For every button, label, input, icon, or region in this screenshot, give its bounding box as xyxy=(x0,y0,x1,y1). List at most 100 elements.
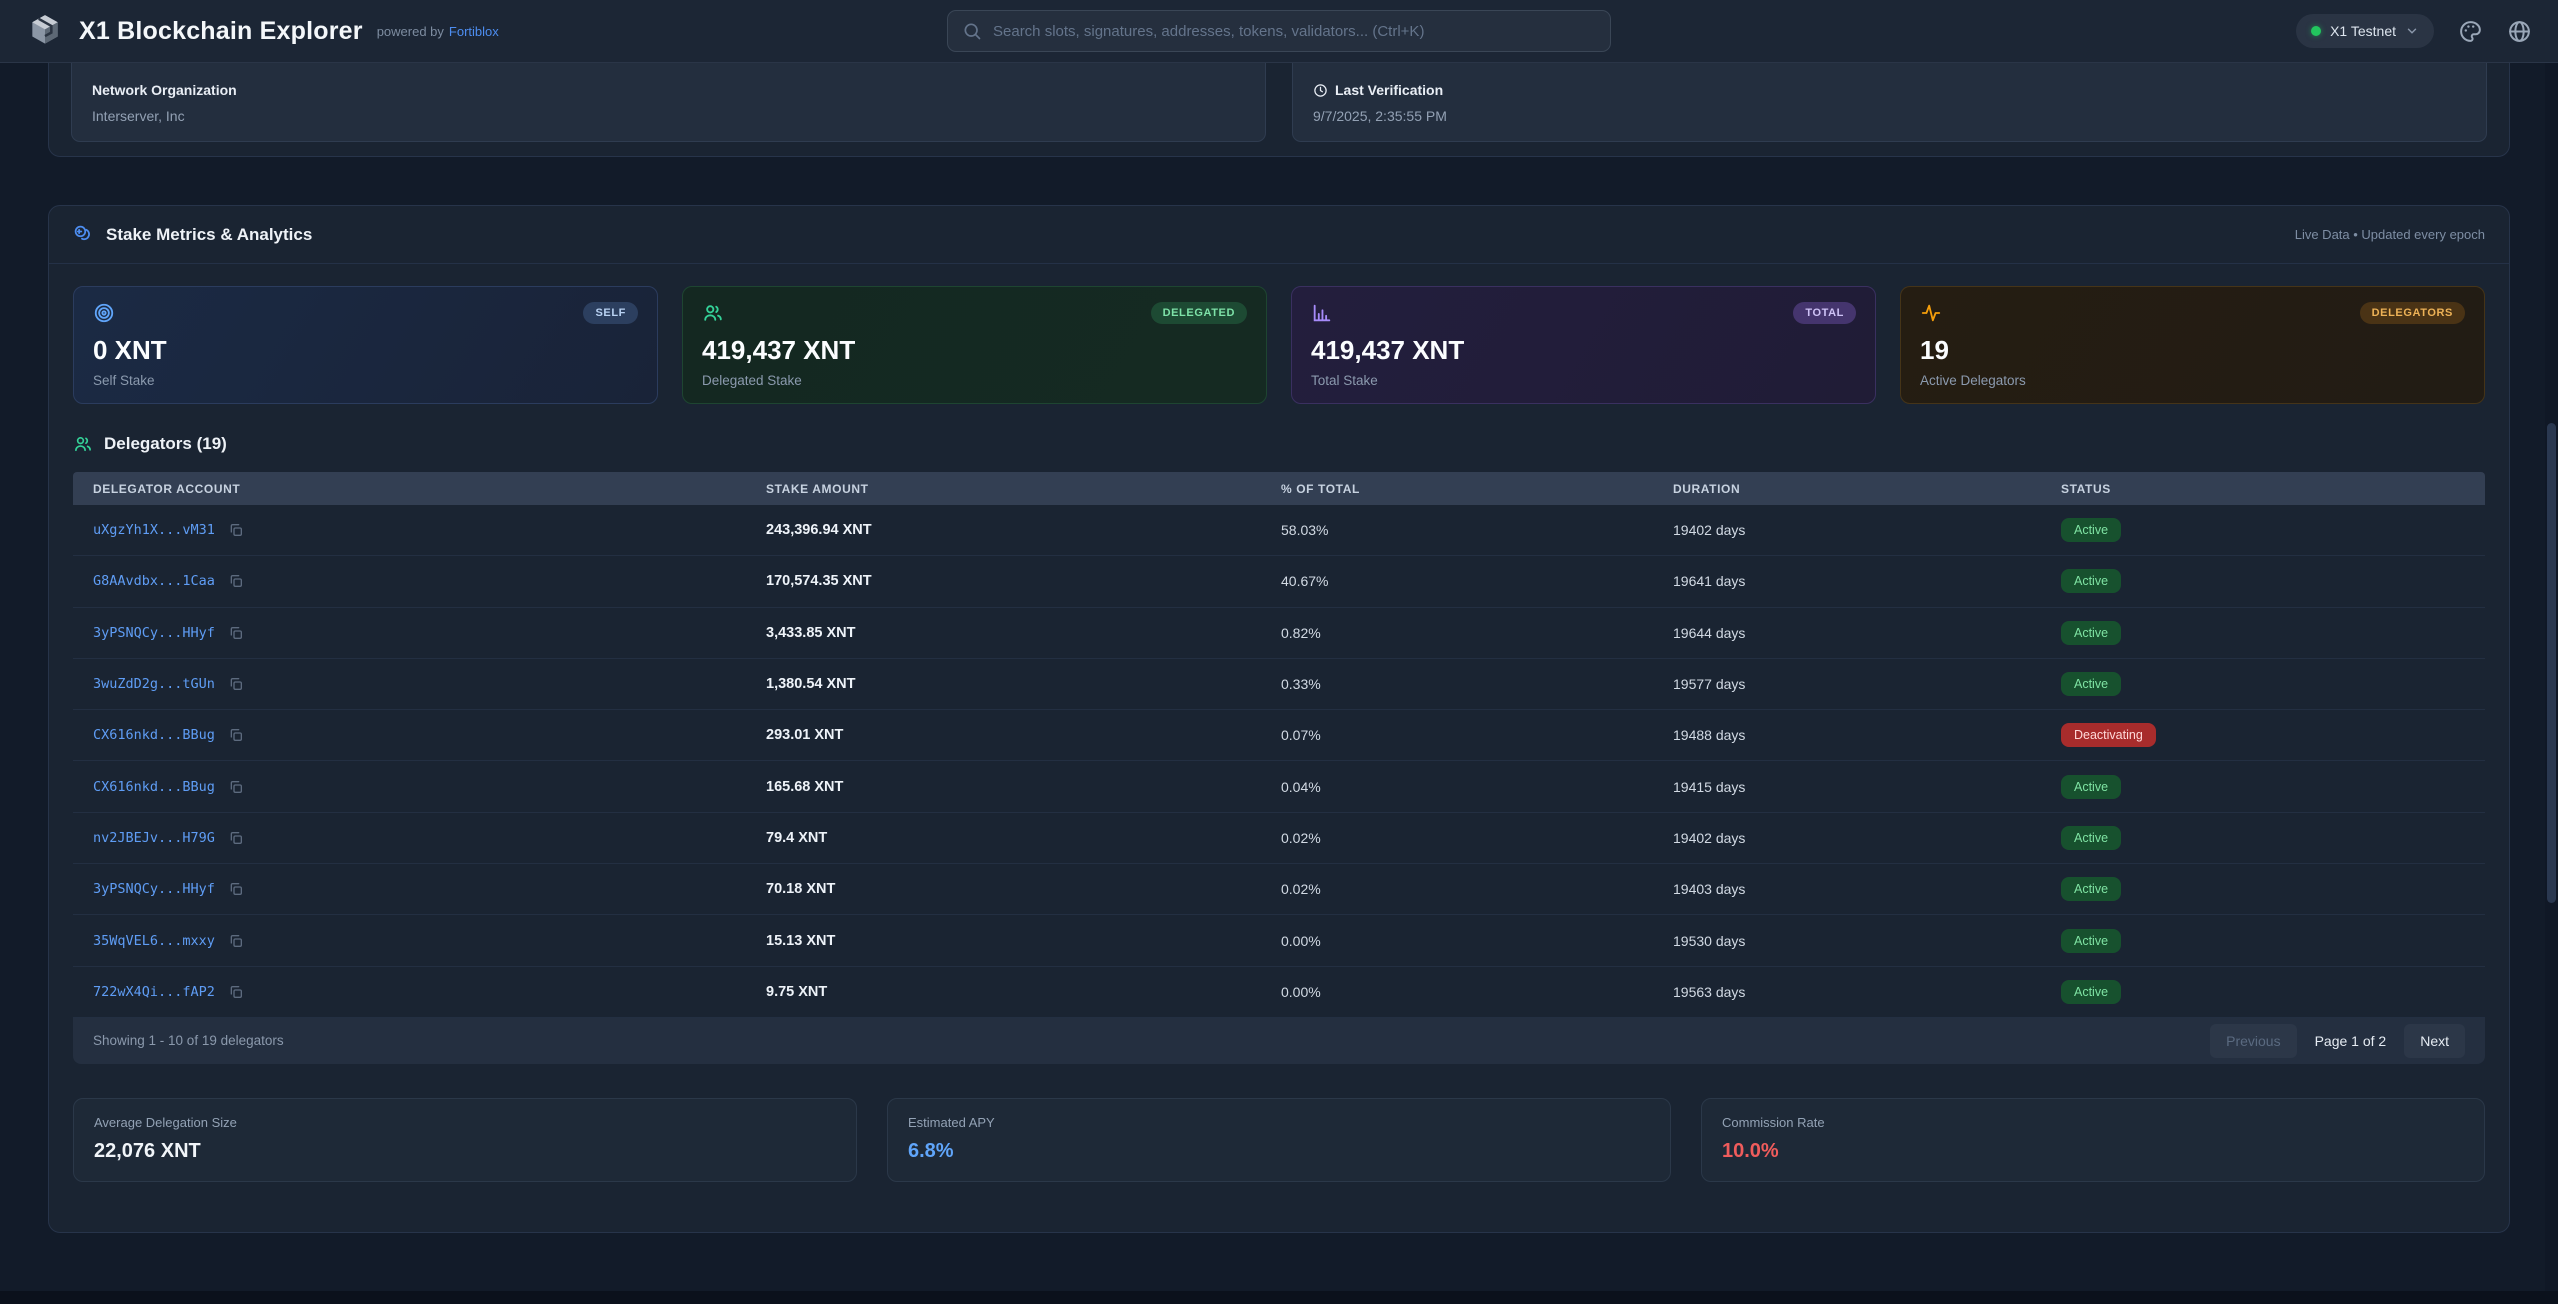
status-badge: Active xyxy=(2061,774,2122,799)
stake-amount: 1,380.54 XNT xyxy=(766,676,856,693)
copy-icon[interactable] xyxy=(228,881,244,897)
pagination-summary: Showing 1 - 10 of 19 delegators xyxy=(93,1033,284,1049)
pct-of-total: 0.02% xyxy=(1281,829,1321,846)
bar-chart-icon xyxy=(1311,302,1333,324)
scrollbar-thumb[interactable] xyxy=(2547,423,2556,903)
copy-icon[interactable] xyxy=(228,779,244,795)
col-delegator-account: DELEGATOR ACCOUNT xyxy=(93,481,241,496)
stake-amount: 15.13 XNT xyxy=(766,932,836,949)
duration: 19403 days xyxy=(1673,881,1746,898)
search-input[interactable] xyxy=(993,22,1596,40)
delegator-account-link[interactable]: uXgzYh1X...vM31 xyxy=(93,522,215,539)
delegator-account-link[interactable]: CX616nkd...BBug xyxy=(93,727,215,744)
delegator-account-link[interactable]: 3yPSNQCy...HHyf xyxy=(93,624,215,641)
duration: 19415 days xyxy=(1673,778,1746,795)
table-row: nv2JBEJv...H79G 79.4 XNT 0.02% 19402 day… xyxy=(73,813,2485,865)
stat-badge: TOTAL xyxy=(1793,302,1856,324)
copy-icon[interactable] xyxy=(228,727,244,743)
activity-icon xyxy=(1920,302,1942,324)
stake-amount: 79.4 XNT xyxy=(766,829,828,846)
copy-icon[interactable] xyxy=(228,625,244,641)
stat-badge: DELEGATED xyxy=(1150,302,1247,324)
duration: 19488 days xyxy=(1673,727,1746,744)
table-row: 3yPSNQCy...HHyf 3,433.85 XNT 0.82% 19644… xyxy=(73,608,2485,659)
status-badge: Active xyxy=(2061,877,2122,902)
duration: 19644 days xyxy=(1673,624,1746,641)
summary-label: Average Delegation Size xyxy=(94,1114,237,1130)
summary-value: 6.8% xyxy=(908,1139,954,1162)
stat-value: 0 XNT xyxy=(93,335,167,365)
info-card-title: Network Organization xyxy=(92,82,237,98)
table-row: 722wX4Qi...fAP2 9.75 XNT 0.00% 19563 day… xyxy=(73,967,2485,1018)
users-icon xyxy=(702,302,724,324)
delegator-account-link[interactable]: nv2JBEJv...H79G xyxy=(93,829,215,846)
stat-label: Total Stake xyxy=(1311,373,1378,388)
info-card-value: Interserver, Inc xyxy=(92,108,185,124)
delegator-account-link[interactable]: 722wX4Qi...fAP2 xyxy=(93,983,215,1000)
search-icon xyxy=(962,21,982,41)
users-icon xyxy=(73,434,93,454)
copy-icon[interactable] xyxy=(228,676,244,692)
network-status-dot xyxy=(2311,26,2322,36)
delegator-account-link[interactable]: 35WqVEL6...mxxy xyxy=(93,932,215,949)
table-row: uXgzYh1X...vM31 243,396.94 XNT 58.03% 19… xyxy=(73,505,2485,557)
stat-badge: DELEGATORS xyxy=(2359,302,2465,324)
duration: 19563 days xyxy=(1673,983,1746,1000)
active-delegators-card: DELEGATORS 19 Active Delegators xyxy=(1900,286,2485,404)
delegator-account-link[interactable]: 3yPSNQCy...HHyf xyxy=(93,881,215,898)
app-title: X1 Blockchain Explorer xyxy=(79,16,363,45)
copy-icon[interactable] xyxy=(228,830,244,846)
stat-label: Delegated Stake xyxy=(702,373,802,388)
status-badge: Active xyxy=(2061,518,2122,543)
stake-amount: 293.01 XNT xyxy=(766,727,844,744)
pct-of-total: 58.03% xyxy=(1281,522,1329,539)
delegator-table-body: uXgzYh1X...vM31 243,396.94 XNT 58.03% 19… xyxy=(73,505,2485,1018)
copy-icon[interactable] xyxy=(228,984,244,1000)
delegated-stake-card: DELEGATED 419,437 XNT Delegated Stake xyxy=(682,286,1267,404)
pct-of-total: 0.00% xyxy=(1281,983,1321,1000)
table-row: CX616nkd...BBug 293.01 XNT 0.07% 19488 d… xyxy=(73,710,2485,762)
network-name: X1 Testnet xyxy=(2330,23,2396,39)
vertical-scrollbar xyxy=(2545,63,2558,1291)
copy-icon[interactable] xyxy=(228,522,244,538)
stat-card-grid: SELF 0 XNT Self Stake DELEGATED 419,437 … xyxy=(49,264,2509,404)
target-icon xyxy=(93,302,115,324)
stat-label: Active Delegators xyxy=(1920,373,2026,388)
global-search[interactable] xyxy=(947,10,1611,52)
stake-amount: 243,396.94 XNT xyxy=(766,522,872,539)
delegator-account-link[interactable]: 3wuZdD2g...tGUn xyxy=(93,676,215,693)
duration: 19641 days xyxy=(1673,573,1746,590)
duration: 19530 days xyxy=(1673,932,1746,949)
powered-by: powered by Fortiblox xyxy=(377,24,499,39)
info-card-value: 9/7/2025, 2:35:55 PM xyxy=(1313,108,1447,124)
delegator-account-link[interactable]: CX616nkd...BBug xyxy=(93,778,215,795)
copy-icon[interactable] xyxy=(228,573,244,589)
stake-amount: 70.18 XNT xyxy=(766,881,836,898)
network-selector[interactable]: X1 Testnet xyxy=(2296,14,2434,48)
fortiblox-link[interactable]: Fortiblox xyxy=(448,23,499,39)
previous-page-button[interactable]: Previous xyxy=(2210,1023,2297,1058)
theme-palette-icon[interactable] xyxy=(2458,19,2483,44)
powered-by-text: powered by xyxy=(376,23,444,39)
delegators-title: Delegators (19) xyxy=(104,434,227,453)
language-globe-icon[interactable] xyxy=(2507,19,2532,44)
table-row: 35WqVEL6...mxxy 15.13 XNT 0.00% 19530 da… xyxy=(73,915,2485,967)
self-stake-card: SELF 0 XNT Self Stake xyxy=(73,286,658,404)
summary-label: Estimated APY xyxy=(908,1114,995,1130)
stake-amount: 9.75 XNT xyxy=(766,983,828,1000)
pct-of-total: 0.02% xyxy=(1281,881,1321,898)
status-badge: Active xyxy=(2061,825,2122,850)
status-badge: Active xyxy=(2061,569,2122,594)
next-page-button[interactable]: Next xyxy=(2404,1023,2465,1058)
stat-badge: SELF xyxy=(583,302,638,324)
delegators-section: Delegators (19) DELEGATOR ACCOUNT STAKE … xyxy=(49,404,2509,1018)
stake-amount: 3,433.85 XNT xyxy=(766,624,856,641)
stake-amount: 165.68 XNT xyxy=(766,778,844,795)
info-card-title: Last Verification xyxy=(1335,82,1444,98)
delegator-account-link[interactable]: G8AAvdbx...1Caa xyxy=(93,573,215,590)
bottom-scrollbar-track xyxy=(0,1291,2558,1304)
summary-value: 22,076 XNT xyxy=(94,1139,201,1162)
pct-of-total: 0.07% xyxy=(1281,727,1321,744)
copy-icon[interactable] xyxy=(228,933,244,949)
chevron-down-icon xyxy=(2405,24,2419,38)
